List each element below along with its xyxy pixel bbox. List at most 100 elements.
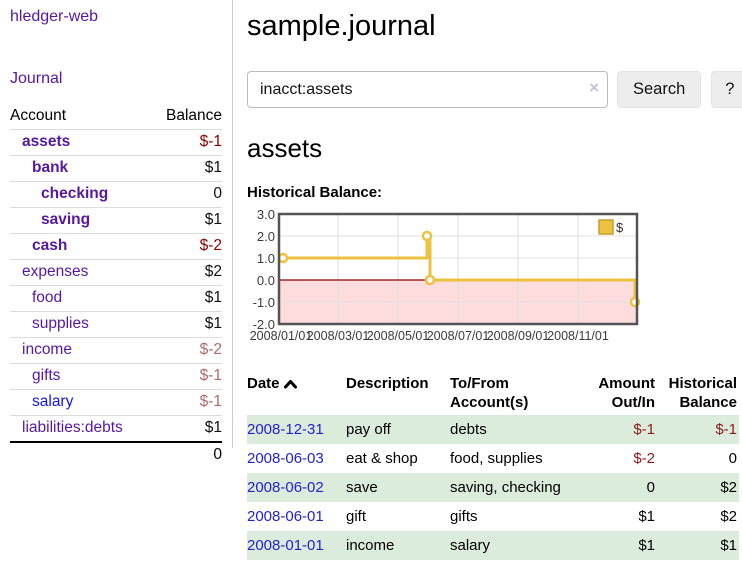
account-balance: $-1 xyxy=(151,363,222,390)
svg-text:2008/01/01: 2008/01/01 xyxy=(250,329,313,343)
account-balance: $1 xyxy=(151,285,222,312)
accounts-total-row: 0 xyxy=(10,441,222,468)
svg-text:2008/07/01: 2008/07/01 xyxy=(427,329,490,343)
register-row: 2008-01-01 income salary $1 $1 xyxy=(247,531,739,560)
sidebar: hledger-web Journal Account Balance asse… xyxy=(0,0,233,468)
account-row: food $1 xyxy=(10,285,222,312)
account-link[interactable]: bank xyxy=(32,159,69,176)
transaction-balance: $2 xyxy=(655,473,739,502)
sort-asc-icon xyxy=(283,375,297,394)
transaction-date-link[interactable]: 2008-12-31 xyxy=(247,421,324,438)
transaction-accounts: food, supplies xyxy=(450,450,543,467)
account-link[interactable]: cash xyxy=(32,237,68,254)
balance-chart: $ 3.0 2.0 1.0 0.0 -1.0 -2.0 2008/01/01 2… xyxy=(247,209,742,349)
account-link[interactable]: liabilities:debts xyxy=(22,419,123,436)
account-row: salary $-1 xyxy=(10,389,222,416)
accounts-header-row: Account Balance xyxy=(10,104,222,130)
search-button[interactable]: Search xyxy=(617,71,702,108)
transaction-description: eat & shop xyxy=(346,450,418,467)
transaction-balance: $2 xyxy=(720,508,737,525)
svg-text:-1.0: -1.0 xyxy=(253,295,275,310)
svg-text:2008/03/01: 2008/03/01 xyxy=(307,329,370,343)
account-link[interactable]: assets xyxy=(22,133,71,150)
account-link[interactable]: salary xyxy=(32,393,74,410)
account-row: income $-2 xyxy=(10,337,222,364)
transaction-description: gift xyxy=(346,508,367,525)
svg-text:1.0: 1.0 xyxy=(257,251,275,266)
transaction-amount: $1 xyxy=(638,508,655,525)
x-axis-labels: 2008/01/01 2008/03/01 2008/05/01 2008/07… xyxy=(250,329,609,343)
chart-title: Historical Balance: xyxy=(247,184,383,201)
svg-text:2008/05/01: 2008/05/01 xyxy=(367,329,430,343)
legend-label: $ xyxy=(616,220,624,235)
legend-swatch xyxy=(598,219,614,235)
account-heading: assets xyxy=(247,133,323,163)
transaction-balance: $1 xyxy=(655,531,739,560)
transaction-amount: $-2 xyxy=(633,450,655,467)
account-link[interactable]: checking xyxy=(41,185,109,202)
plot-border xyxy=(277,212,639,326)
accounts-total-value: 0 xyxy=(151,441,222,468)
column-header-balance: Historical Balance xyxy=(668,375,737,411)
account-link[interactable]: gifts xyxy=(32,367,61,384)
account-link[interactable]: food xyxy=(32,289,63,306)
account-row: checking 0 xyxy=(10,181,222,208)
transaction-date-link[interactable]: 2008-01-01 xyxy=(247,537,324,554)
account-balance: $1 xyxy=(151,415,222,442)
account-link[interactable]: saving xyxy=(41,211,91,228)
svg-text:3.0: 3.0 xyxy=(257,209,275,222)
account-balance: $-2 xyxy=(151,337,222,364)
account-balance: $-1 xyxy=(151,129,222,156)
column-header-accounts: To/From Account(s) xyxy=(450,375,529,411)
search-input[interactable] xyxy=(247,71,608,108)
vertical-gridlines xyxy=(337,214,579,324)
account-row: bank $1 xyxy=(10,155,222,182)
transaction-accounts: gifts xyxy=(450,508,478,525)
transaction-date-link[interactable]: 2008-06-03 xyxy=(247,450,324,467)
transaction-amount: $-1 xyxy=(585,415,655,444)
register-row: 2008-12-31 pay off debts $-1 $-1 xyxy=(247,415,739,444)
register-header-row: Date Description To/From Account(s) Amou… xyxy=(247,371,739,415)
account-row: supplies $1 xyxy=(10,311,222,338)
account-link[interactable]: supplies xyxy=(32,315,89,332)
transaction-date-link[interactable]: 2008-06-01 xyxy=(247,508,324,525)
transaction-amount: 0 xyxy=(585,473,655,502)
search-row: × Search ? xyxy=(247,71,742,108)
svg-text:2008/09/01: 2008/09/01 xyxy=(487,329,550,343)
account-balance: $1 xyxy=(151,311,222,338)
account-balance: $2 xyxy=(151,259,222,286)
chart-legend: $ xyxy=(598,219,624,235)
account-balance: $1 xyxy=(151,155,222,182)
account-row: saving $1 xyxy=(10,207,222,234)
help-button[interactable]: ? xyxy=(711,71,742,108)
account-link[interactable]: income xyxy=(22,341,72,358)
brand-link[interactable]: hledger-web xyxy=(10,8,99,25)
accounts-header-balance: Balance xyxy=(165,107,222,124)
account-row: cash $-2 xyxy=(10,233,222,260)
account-balance: 0 xyxy=(151,181,222,208)
register-row: 2008-06-01 gift gifts $1 $2 xyxy=(247,502,739,531)
account-link[interactable]: expenses xyxy=(22,263,89,280)
transaction-date-link[interactable]: 2008-06-02 xyxy=(247,479,324,496)
account-row: expenses $2 xyxy=(10,259,222,286)
account-balance: $1 xyxy=(151,207,222,234)
account-balance: $-1 xyxy=(151,389,222,416)
clear-search-icon[interactable]: × xyxy=(589,78,599,97)
svg-text:2008/11/01: 2008/11/01 xyxy=(547,329,609,343)
transaction-description: save xyxy=(346,473,450,502)
transaction-accounts: salary xyxy=(450,531,585,560)
transaction-accounts: saving, checking xyxy=(450,473,585,502)
transaction-balance: $-1 xyxy=(655,415,739,444)
balance-chart-svg: $ 3.0 2.0 1.0 0.0 -1.0 -2.0 2008/01/01 2… xyxy=(250,209,641,343)
account-balance: $-2 xyxy=(151,233,222,260)
account-row: gifts $-1 xyxy=(10,363,222,390)
accounts-header-account: Account xyxy=(10,107,67,124)
account-row: liabilities:debts $1 xyxy=(10,415,222,442)
transaction-balance: 0 xyxy=(728,450,737,467)
account-row: assets $-1 xyxy=(10,129,222,156)
column-header-description: Description xyxy=(346,375,429,392)
sidebar-item-journal[interactable]: Journal xyxy=(10,70,63,87)
column-header-date: Date xyxy=(247,371,346,415)
accounts-table: Account Balance assets $-1 bank $1 check… xyxy=(10,104,222,468)
transaction-amount: $1 xyxy=(585,531,655,560)
